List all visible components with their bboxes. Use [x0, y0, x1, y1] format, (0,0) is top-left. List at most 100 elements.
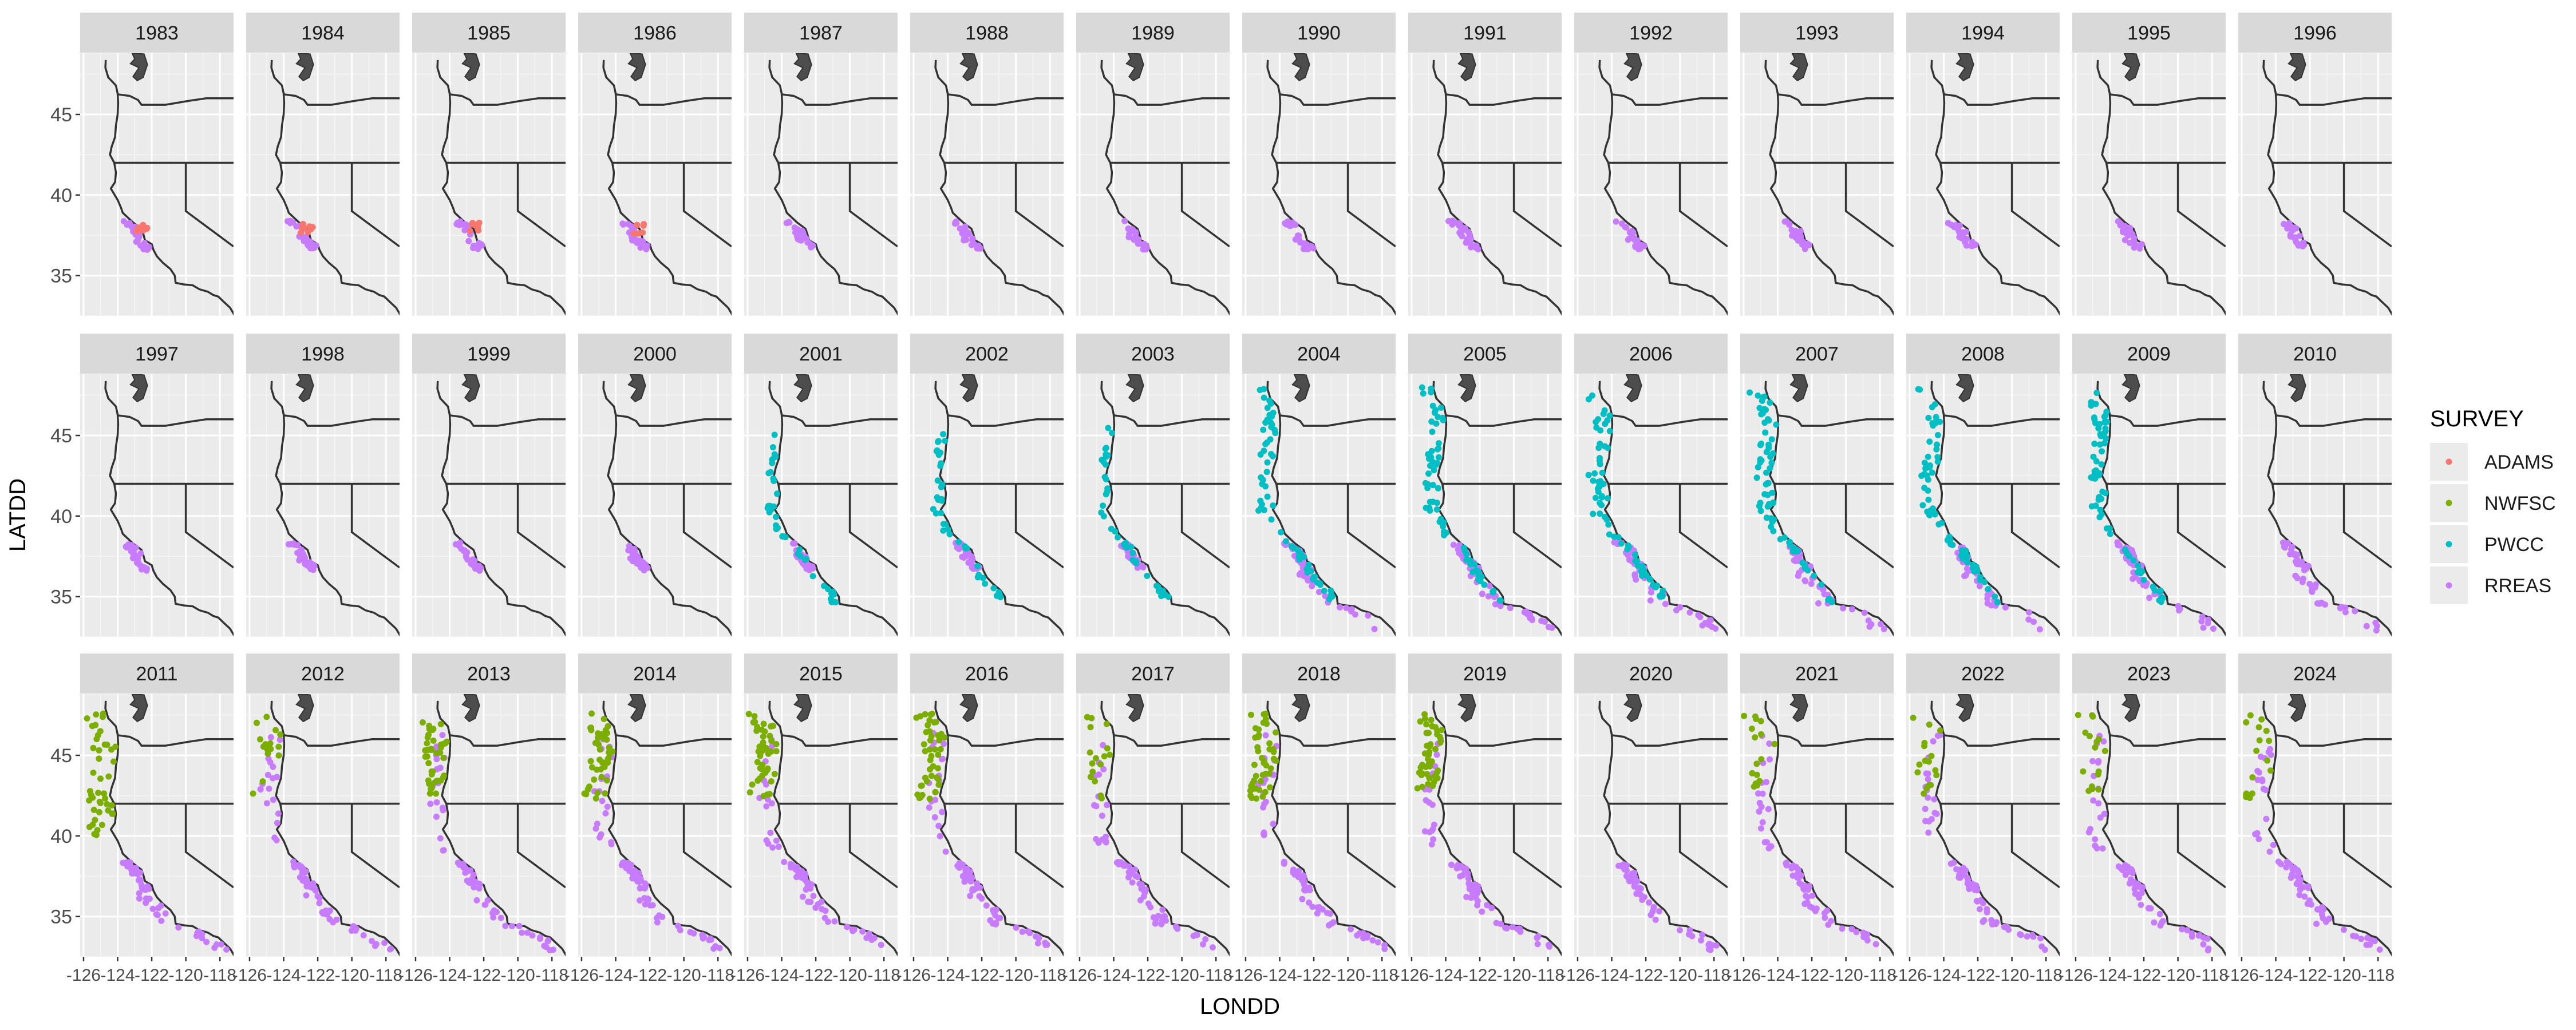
survey-point-pwcc — [2156, 588, 2163, 595]
survey-point-nwfsc — [1771, 740, 1778, 747]
state-border — [283, 93, 400, 106]
survey-point-rreas — [491, 909, 498, 916]
survey-point-nwfsc — [89, 794, 96, 801]
survey-point-nwfsc — [1089, 760, 1096, 767]
puget-sound-islands — [1125, 374, 1144, 403]
state-border — [1611, 414, 1728, 427]
puget-sound-islands — [129, 374, 148, 403]
puget-sound-islands — [959, 374, 978, 403]
survey-point-rreas — [635, 870, 642, 877]
legend-label: PWCC — [2484, 534, 2544, 556]
survey-point-nwfsc — [110, 758, 117, 765]
survey-point-nwfsc — [935, 751, 942, 758]
survey-point-rreas — [196, 929, 203, 936]
survey-point-rreas — [1839, 925, 1846, 932]
y-tick-label: 35 — [50, 587, 72, 608]
survey-point-pwcc — [1439, 414, 1446, 421]
survey-point-rreas — [1488, 905, 1495, 912]
survey-point-rreas — [1709, 942, 1716, 949]
x-tick-label: -122 — [799, 966, 833, 985]
survey-point-nwfsc — [1255, 732, 1262, 739]
survey-point-pwcc — [1767, 399, 1773, 406]
survey-point-pwcc — [1631, 552, 1638, 558]
survey-point-rreas — [793, 863, 800, 870]
survey-point-pwcc — [1755, 464, 1761, 471]
survey-point-pwcc — [1925, 414, 1932, 421]
facet-strip-label: 1994 — [1961, 22, 2005, 44]
state-border — [2109, 734, 2226, 747]
puget-sound-islands — [461, 694, 480, 723]
survey-point-rreas — [1963, 242, 1970, 249]
survey-point-pwcc — [771, 503, 777, 510]
facet-panel: 2007 — [1740, 334, 1894, 637]
facet-strip-label: 2004 — [1297, 343, 1341, 365]
survey-point-nwfsc — [927, 711, 934, 718]
survey-point-rreas — [637, 244, 644, 251]
survey-point-pwcc — [1597, 478, 1604, 485]
survey-point-rreas — [594, 821, 600, 827]
survey-point-rreas — [2292, 551, 2299, 558]
state-border — [1113, 414, 1230, 427]
survey-point-pwcc — [1433, 500, 1440, 506]
facet-panel: 2022 -126 -124 -122 -120 -118 — [1893, 653, 2063, 985]
survey-point-rreas — [1132, 230, 1139, 237]
survey-point-nwfsc — [768, 748, 775, 755]
survey-point-rreas — [1134, 873, 1141, 880]
survey-point-rreas — [1767, 756, 1773, 763]
facet-strip — [1574, 13, 1728, 53]
survey-point-rreas — [1759, 790, 1766, 797]
survey-point-rreas — [1756, 799, 1763, 806]
survey-point-nwfsc — [1267, 784, 1274, 791]
state-border — [1512, 803, 1562, 889]
survey-point-rreas — [1988, 917, 1995, 924]
survey-point-rreas — [154, 912, 161, 918]
survey-point-pwcc — [1123, 540, 1129, 546]
survey-point-nwfsc — [2095, 768, 2102, 775]
survey-point-pwcc — [1652, 584, 1659, 591]
survey-point-pwcc — [1100, 502, 1107, 509]
legend-swatch — [2445, 458, 2452, 465]
survey-point-rreas — [995, 914, 1002, 921]
puget-sound-islands — [959, 694, 978, 723]
survey-point-nwfsc — [440, 740, 447, 747]
survey-point-rreas — [1853, 929, 1860, 936]
survey-point-rreas — [218, 941, 224, 948]
y-tick-label: 35 — [50, 266, 72, 287]
survey-point-pwcc — [1599, 469, 1606, 476]
survey-point-rreas — [1463, 239, 1469, 246]
survey-point-adams — [634, 221, 641, 228]
legend-title: SURVEY — [2430, 406, 2524, 431]
survey-point-pwcc — [1585, 472, 1592, 478]
survey-point-nwfsc — [1752, 734, 1759, 741]
survey-point-pwcc — [935, 438, 942, 445]
survey-point-rreas — [775, 843, 782, 850]
survey-point-rreas — [270, 797, 276, 803]
panel-content — [578, 694, 732, 957]
facet-strip — [744, 13, 898, 53]
state-border — [2176, 163, 2226, 248]
survey-point-nwfsc — [937, 746, 944, 752]
survey-point-rreas — [304, 562, 311, 569]
x-tick-label: -118 — [1365, 966, 1398, 985]
survey-point-pwcc — [1321, 588, 1327, 595]
survey-point-pwcc — [2095, 496, 2102, 503]
survey-point-pwcc — [1128, 544, 1135, 550]
x-tick-label: -118 — [1531, 966, 1564, 985]
survey-point-pwcc — [1826, 596, 1833, 603]
survey-point-rreas — [129, 865, 136, 871]
state-border — [516, 803, 566, 889]
survey-point-pwcc — [1434, 446, 1441, 453]
facet-panel: 2004 — [1242, 334, 1396, 637]
x-tick-label: -122 — [1629, 966, 1663, 985]
survey-point-nwfsc — [759, 762, 766, 768]
facet-panel: 1986 — [578, 13, 732, 316]
survey-point-rreas — [1956, 222, 1963, 229]
survey-point-pwcc — [1435, 454, 1442, 461]
facet-strip — [1242, 13, 1396, 53]
x-tick-label: -120 — [833, 966, 867, 985]
panel-background — [910, 374, 1064, 637]
survey-point-nwfsc — [101, 741, 108, 748]
survey-point-nwfsc — [89, 821, 96, 828]
survey-point-pwcc — [2121, 546, 2128, 553]
survey-point-nwfsc — [923, 778, 930, 785]
